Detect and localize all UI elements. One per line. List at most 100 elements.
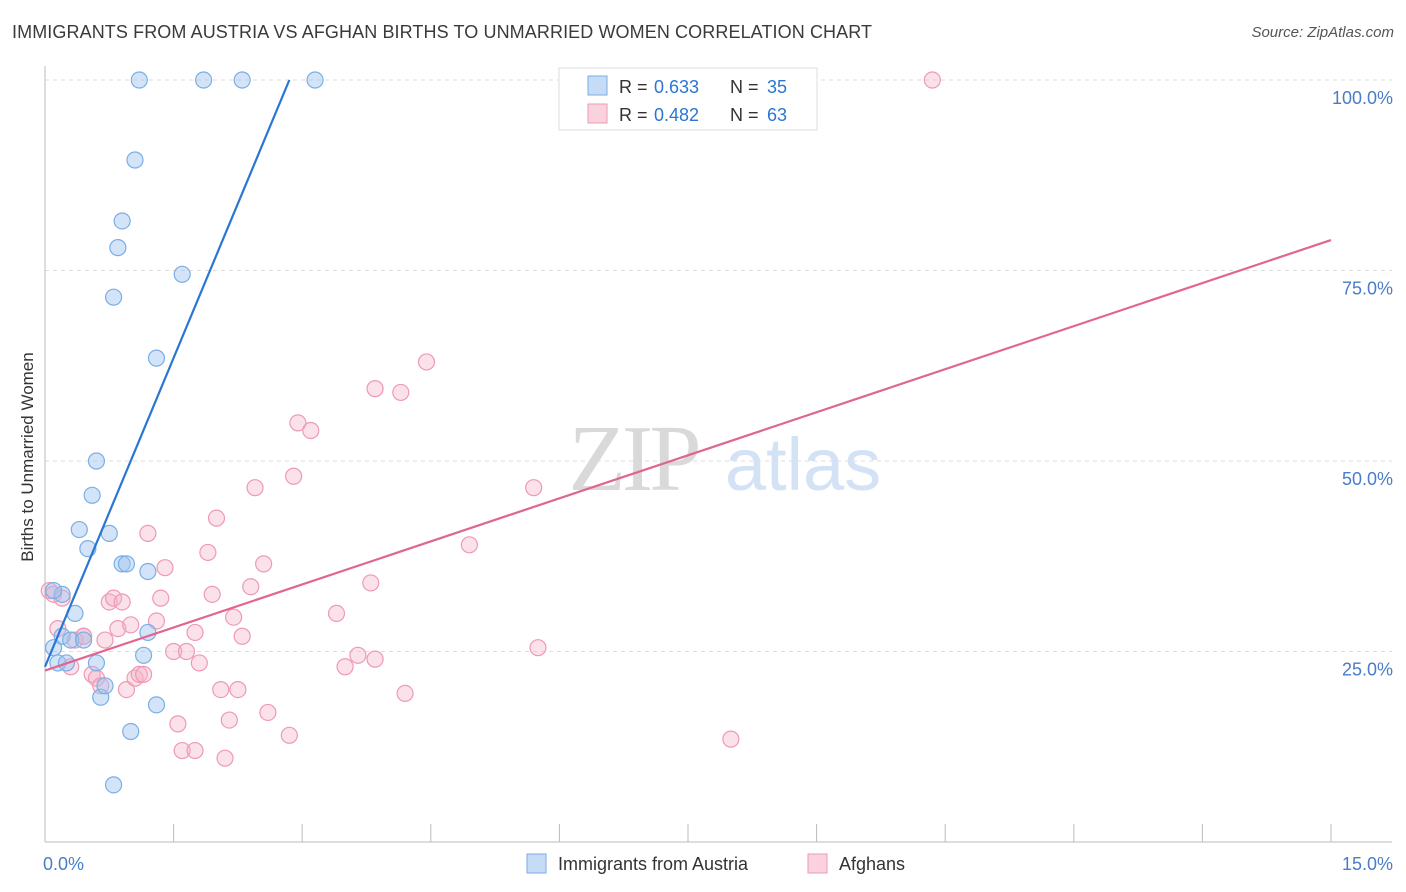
afghans-point: [122, 616, 140, 634]
legend-n-label-afghans: N =: [730, 105, 759, 125]
afghans-point: [460, 536, 478, 554]
x-tick-labels: 0.0% 15.0%: [43, 854, 1393, 874]
austria-point: [104, 776, 123, 794]
x-tick-label-0: 0.0%: [43, 854, 84, 874]
afghans-point: [173, 741, 191, 760]
austria-point: [233, 71, 251, 89]
y-tick-labels: 25.0% 50.0% 75.0% 100.0%: [1332, 88, 1393, 680]
austria-point: [117, 555, 136, 573]
afghans-point: [392, 383, 410, 402]
afghans-point: [130, 665, 148, 683]
y-tick-label-75: 75.0%: [1342, 279, 1393, 299]
legend-r-value-afghans: 0.482: [654, 105, 699, 125]
afghans-point: [139, 524, 157, 542]
legend-bottom-swatch-afghans: [807, 853, 828, 874]
source-label: Source: ZipAtlas.com: [1251, 24, 1394, 41]
legend-bottom-label-austria: Immigrants from Austria: [558, 854, 749, 874]
austria-point: [173, 265, 191, 283]
legend-swatch-afghans: [587, 103, 608, 124]
legend-bottom-label-afghans: Afghans: [839, 854, 905, 874]
afghans-point: [113, 593, 131, 611]
afghans-point: [722, 730, 740, 748]
afghans-point: [923, 71, 941, 89]
afghans-point: [199, 543, 217, 562]
afghans-point: [169, 715, 187, 733]
afghans-point: [525, 479, 543, 497]
afghans-point: [259, 703, 277, 722]
afghans-point: [362, 574, 380, 592]
austria-point: [134, 646, 153, 664]
austria-point: [44, 581, 63, 600]
legend-series: Immigrants from Austria Afghans: [526, 853, 905, 874]
afghans-point: [302, 421, 320, 440]
gridlines: [45, 79, 1392, 652]
afghans-point: [220, 711, 238, 729]
austria-point: [139, 562, 157, 581]
afghans-point: [96, 631, 114, 649]
afghans-point: [246, 479, 264, 497]
watermark: ZIP atlas: [569, 407, 882, 511]
afghans-point: [147, 612, 166, 630]
austria-point: [113, 555, 131, 573]
legend-r-value-austria: 0.633: [654, 77, 699, 97]
austria-point: [109, 239, 127, 257]
series-austria-points: [44, 71, 324, 794]
austria-point: [113, 212, 131, 230]
y-tick-label-25: 25.0%: [1342, 660, 1393, 680]
legend-r-label-austria: R =: [619, 77, 648, 97]
y-axis-label: Births to Unmarried Women: [18, 352, 37, 561]
austria-point: [195, 71, 213, 89]
afghans-point: [229, 680, 247, 699]
legend-r-label-afghans: R =: [619, 105, 648, 125]
austria-point: [87, 654, 106, 672]
legend-bottom-swatch-austria: [526, 853, 547, 874]
afghans-point: [225, 608, 243, 626]
afghans-point: [156, 559, 174, 577]
austria-point: [62, 631, 80, 649]
austria-point: [130, 71, 148, 89]
austria-point: [306, 71, 324, 89]
afghans-point: [396, 684, 414, 703]
afghans-point: [186, 623, 204, 642]
afghans-point: [207, 509, 226, 527]
austria-point: [104, 288, 123, 306]
afghans-point: [104, 589, 123, 607]
afghans-point: [233, 627, 251, 645]
watermark-atlas: atlas: [725, 423, 881, 506]
legend-n-value-austria: 35: [767, 77, 787, 97]
chart-title: IMMIGRANTS FROM AUSTRIA VS AFGHAN BIRTHS…: [12, 22, 873, 42]
afghans-point: [242, 578, 260, 596]
legend-swatch-austria: [587, 75, 608, 96]
austria-point: [147, 349, 166, 367]
austria-point: [96, 677, 114, 695]
afghans-point: [177, 642, 196, 661]
afghans-point: [529, 639, 547, 657]
afghans-point: [280, 726, 298, 744]
afghans-point: [285, 467, 303, 485]
axes: [44, 66, 1392, 843]
afghans-point: [152, 589, 170, 607]
legend-correlation: R = 0.633 N = 35 R = 0.482 N = 63: [558, 67, 818, 131]
afghans-point: [417, 353, 436, 371]
afghans-point: [255, 555, 273, 573]
austria-point: [53, 585, 71, 603]
austria-trend-line: [43, 79, 291, 668]
austria-point: [126, 151, 144, 169]
afghans-point: [212, 680, 230, 699]
y-tick-label-50: 50.0%: [1342, 469, 1393, 489]
afghans-point: [109, 620, 127, 638]
austria-point: [83, 486, 101, 504]
y-tick-label-100: 100.0%: [1332, 88, 1393, 108]
afghans-point: [74, 627, 93, 645]
legend-n-value-afghans: 63: [767, 105, 787, 125]
afghans-trend-line: [44, 238, 1332, 672]
austria-point: [147, 696, 166, 714]
legend-n-label-austria: N =: [730, 77, 759, 97]
afghans-point: [366, 650, 384, 668]
afghans-point: [134, 665, 153, 683]
afghans-point: [186, 741, 204, 760]
afghans-point: [165, 642, 183, 661]
series-afghans-points: [40, 71, 941, 767]
afghans-point: [327, 604, 346, 623]
